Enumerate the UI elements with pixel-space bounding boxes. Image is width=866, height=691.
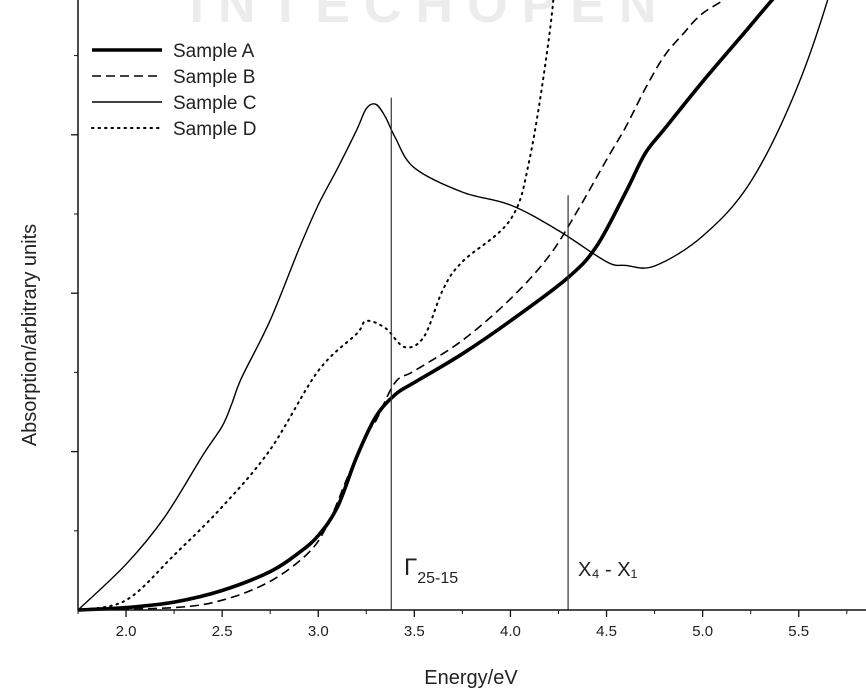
axes: 2.0 2.5 3.0 3.5 4.0 4.5 5.0 5.5: [71, 0, 866, 640]
annotation-gamma-label: Γ25-15: [404, 554, 458, 587]
series-layer: [78, 0, 829, 612]
x-tick-label: 4.0: [500, 623, 521, 640]
annotation-gamma-symbol: Γ: [404, 554, 417, 581]
watermark-text: INTECHOPEN: [190, 0, 671, 34]
x-tick-label: 5.0: [692, 623, 713, 640]
series-line-sample-c: [78, 0, 829, 611]
legend-label-sample-a: Sample A: [173, 41, 255, 62]
x-axis-title: Energy/eV: [424, 667, 518, 689]
x-tick-label: 5.5: [788, 623, 809, 640]
series-line-sample-d: [78, 0, 555, 611]
annotation-layer: [390, 97, 569, 610]
series-line-sample-b: [78, 0, 726, 611]
x-tick-label: 2.0: [116, 623, 137, 640]
x-tick-label: 4.5: [596, 623, 617, 640]
legend-label-sample-d: Sample D: [173, 119, 256, 140]
y-axis-title: Absorption/arbitrary units: [19, 224, 41, 446]
x-tick-label: 3.0: [308, 623, 329, 640]
legend-label-sample-c: Sample C: [173, 93, 256, 114]
legend-label-sample-b: Sample B: [173, 67, 255, 88]
plot-area: 2.0 2.5 3.0 3.5 4.0 4.5 5.0 5.5: [71, 0, 866, 640]
annotation-x4-x1-label: X₄ - X₁: [578, 559, 638, 581]
series-line-sample-a: [78, 0, 775, 612]
x-tick-label: 3.5: [404, 623, 425, 640]
legend: Sample A Sample B Sample C Sample D: [91, 41, 256, 140]
x-tick-label: 2.5: [212, 623, 233, 640]
annotation-gamma-subscript: 25-15: [417, 570, 458, 587]
